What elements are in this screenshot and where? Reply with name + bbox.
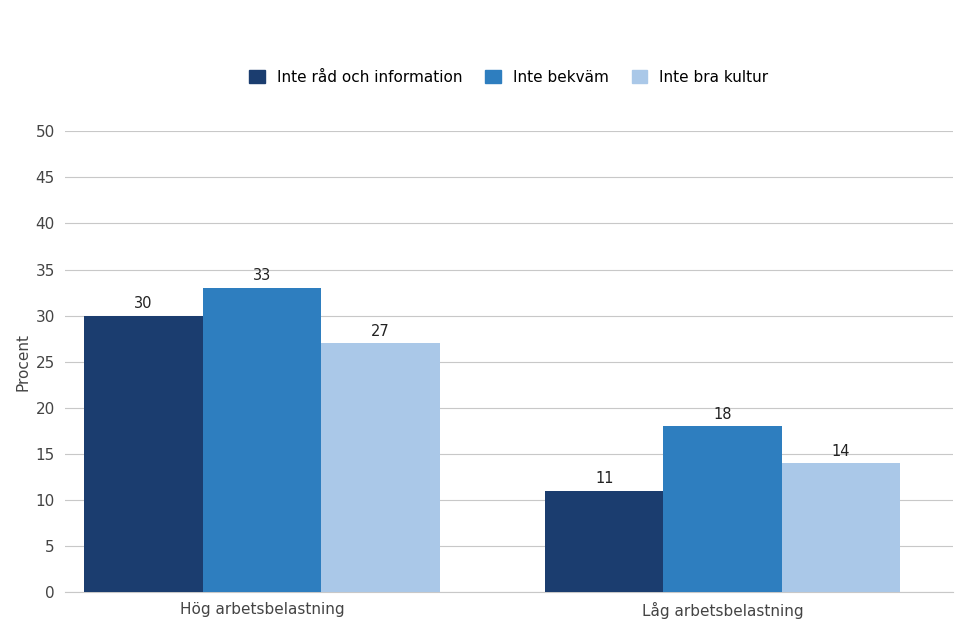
Legend: Inte råd och information, Inte bekväm, Inte bra kultur: Inte råd och information, Inte bekväm, I… [250,70,769,85]
Bar [782,463,900,592]
Text: 27: 27 [371,324,390,339]
Text: 18: 18 [713,406,732,422]
Bar [84,316,203,592]
Text: 11: 11 [595,471,614,486]
Text: 30: 30 [135,296,153,311]
Bar [663,426,782,592]
Text: 33: 33 [253,268,271,283]
Bar [203,288,321,592]
Bar [321,344,439,592]
Text: 14: 14 [832,444,850,458]
Bar [545,491,663,592]
Y-axis label: Procent: Procent [15,333,30,391]
